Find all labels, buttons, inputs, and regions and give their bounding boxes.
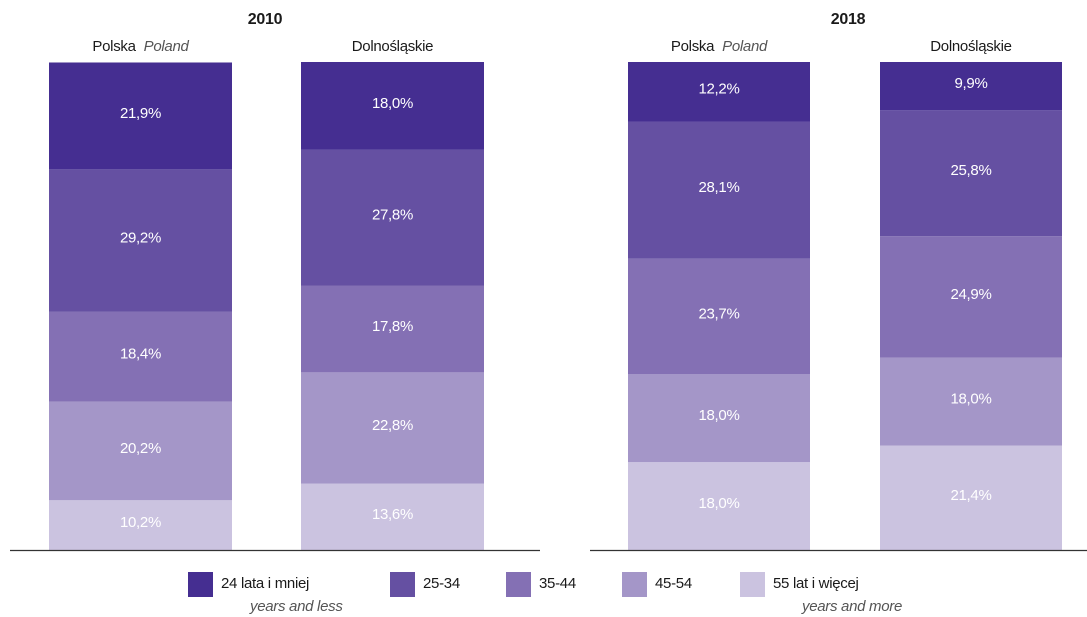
bar-segment: [880, 445, 1062, 550]
value-label: 25,8%: [950, 162, 991, 179]
category-translation: Poland: [722, 38, 768, 55]
legend-swatch: [188, 572, 213, 597]
bar-segment: [880, 62, 1062, 111]
bar-segment: [628, 258, 810, 375]
bar-segment: [880, 110, 1062, 237]
legend-label: 55 lat i więcej: [773, 575, 859, 592]
bar-segment: [49, 62, 232, 170]
panel-title: 2018: [831, 11, 866, 28]
bar-segment: [628, 121, 810, 259]
legend-swatch: [740, 572, 765, 597]
value-label: 13,6%: [372, 506, 413, 523]
bar-segment: [880, 236, 1062, 358]
legend-label: 45-54: [655, 575, 692, 592]
bar-segment: [880, 357, 1062, 446]
legend-label: 35-44: [539, 575, 576, 592]
bar-segment: [49, 401, 232, 501]
legend-translation: years and more: [801, 598, 902, 615]
value-label: 28,1%: [698, 179, 739, 196]
value-label: 21,9%: [120, 105, 161, 122]
value-label: 29,2%: [120, 230, 161, 247]
category-translation: Poland: [144, 38, 190, 55]
legend-translation: years and less: [249, 598, 343, 615]
bar-segment: [628, 374, 810, 463]
category-label: Dolnośląskie: [352, 38, 433, 55]
legend-swatch: [390, 572, 415, 597]
bar-segment: [301, 62, 484, 150]
value-label: 18,0%: [698, 495, 739, 512]
bar-segment: [49, 311, 232, 402]
value-label: 27,8%: [372, 207, 413, 224]
value-label: 9,9%: [955, 75, 988, 92]
bar-segment: [301, 483, 484, 550]
bar-segment: [628, 462, 810, 550]
category-label: Dolnośląskie: [930, 38, 1011, 55]
category-label: Polska Poland: [92, 38, 189, 55]
bar-segment: [301, 149, 484, 286]
value-label: 21,4%: [950, 487, 991, 504]
legend-label: 24 lata i mniej: [221, 575, 309, 592]
panel-title: 2010: [248, 11, 283, 28]
bar-segment: [301, 372, 484, 484]
legend-swatch: [506, 572, 531, 597]
value-label: 23,7%: [698, 305, 739, 322]
value-label: 22,8%: [372, 417, 413, 434]
bar-segment: [628, 62, 810, 122]
value-label: 10,2%: [120, 514, 161, 531]
bar-segment: [301, 285, 484, 373]
value-label: 18,0%: [950, 391, 991, 408]
category-name: Polska: [671, 38, 715, 55]
legend-label: 25-34: [423, 575, 460, 592]
value-label: 18,4%: [120, 346, 161, 363]
bar-segment: [49, 500, 232, 550]
legend-swatch: [622, 572, 647, 597]
category-name: Polska: [92, 38, 136, 55]
category-label: Polska Poland: [671, 38, 768, 55]
value-label: 18,0%: [372, 95, 413, 112]
value-label: 17,8%: [372, 318, 413, 335]
value-label: 24,9%: [950, 286, 991, 303]
value-label: 18,0%: [698, 407, 739, 424]
bar-segment: [49, 169, 232, 312]
value-label: 12,2%: [698, 81, 739, 98]
value-label: 20,2%: [120, 440, 161, 457]
